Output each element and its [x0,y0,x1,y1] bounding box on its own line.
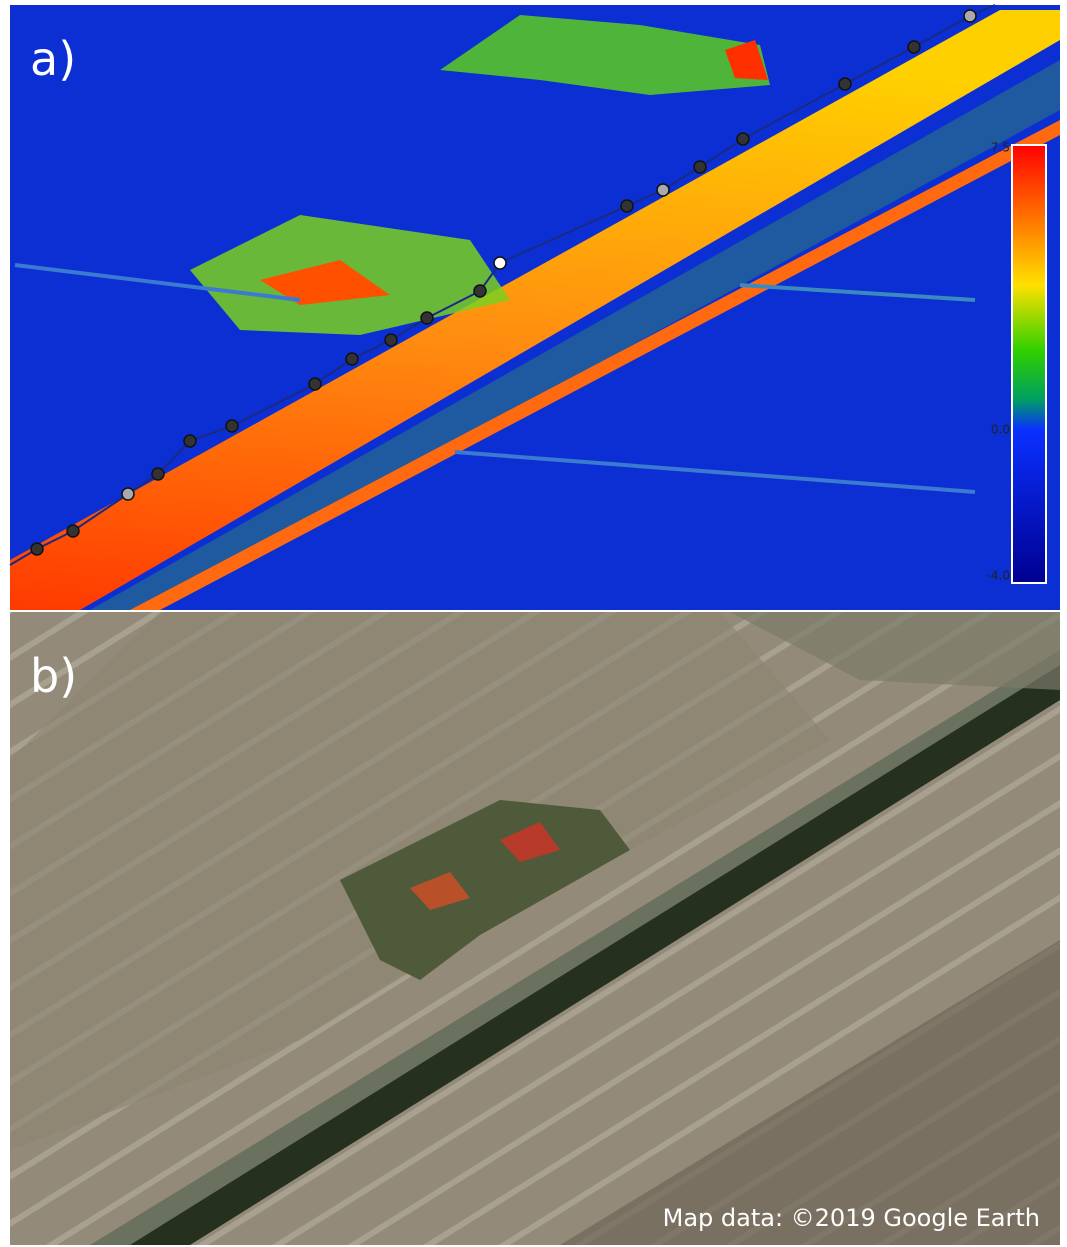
panel-label: a) [30,32,76,86]
track-point [345,352,359,366]
colorbar-tick: -4.0 [987,569,1010,583]
farmyard [340,800,630,980]
track-point [693,160,707,174]
field-line [454,450,976,494]
track-point [30,542,44,556]
tree-strip [10,10,1060,610]
track-point [838,77,852,91]
track-point [308,377,322,391]
track-point [183,434,197,448]
track-point [225,419,239,433]
roof [410,872,470,910]
tree-line [90,650,1060,1245]
track-point [121,487,135,501]
track-point [907,40,921,54]
panel-label: b) [30,649,77,703]
field-line [739,283,976,302]
track-point [493,256,507,270]
colorbar-tick: 0.0 [991,423,1010,437]
farm-cluster-2 [440,15,770,95]
farm-top [730,612,1060,690]
track-point [384,333,398,347]
farm-roof [260,260,390,305]
track-point [736,132,750,146]
track-point [963,9,977,23]
track-point [420,311,434,325]
canal [130,665,1060,1245]
roof [500,822,560,862]
panel-a: 7.5 0.0 -4.0 a) [9,4,1060,610]
flight-track [9,4,996,566]
field-line [14,263,301,302]
track-point [473,284,487,298]
panel-b: Map data: ©2019 Google Earth b) [10,612,1060,1245]
track-point [66,524,80,538]
attribution: Map data: ©2019 Google Earth [663,1204,1040,1232]
field [560,940,1060,1245]
track-point [620,199,634,213]
farm-roof-2 [725,40,768,80]
water-strip [90,60,1060,610]
track-point [151,467,165,481]
bank-strip [130,120,1060,610]
track-point [656,183,670,197]
colorbar-tick: 7.5 [991,141,1010,155]
colorbar [1011,144,1047,584]
